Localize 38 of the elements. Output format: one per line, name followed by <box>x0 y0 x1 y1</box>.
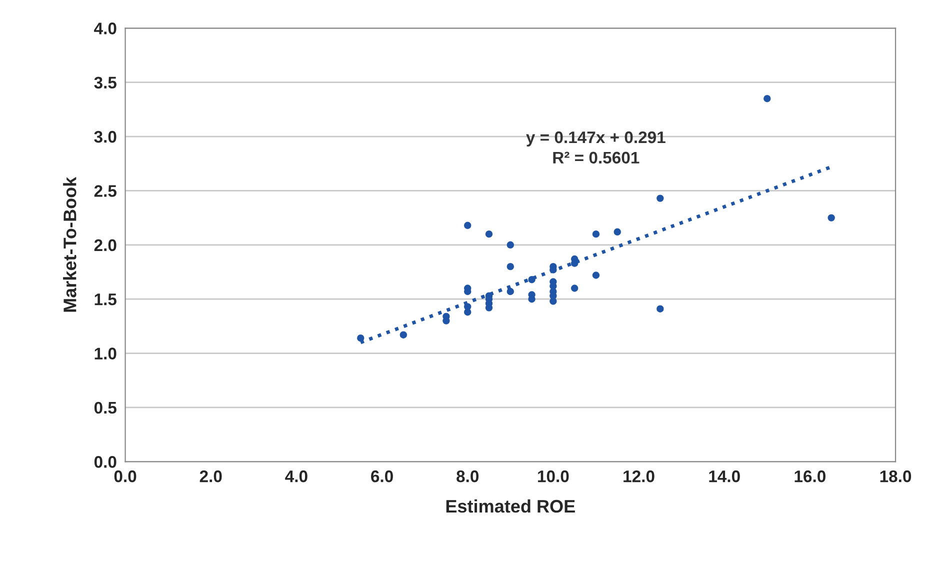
x-tick-label: 4.0 <box>285 470 308 482</box>
y-tick-label: 4.0 <box>94 22 116 34</box>
point <box>464 222 472 230</box>
point <box>592 272 600 279</box>
point <box>592 230 600 238</box>
y-tick-label: 0.5 <box>94 402 116 414</box>
y-tick-label: 1.5 <box>94 294 116 306</box>
x-tick-label: 8.0 <box>456 470 479 482</box>
x-tick-label: 2.0 <box>200 470 222 482</box>
point <box>656 194 664 202</box>
y-tick-label: 2.0 <box>94 239 116 252</box>
point <box>464 308 472 316</box>
x-axis-title: Estimated ROE <box>446 499 575 513</box>
point <box>400 331 408 338</box>
y-tick-label: 3.0 <box>94 130 116 143</box>
x-tick-label: 18.0 <box>880 470 912 482</box>
point <box>485 230 493 238</box>
point <box>570 284 578 292</box>
y-axis-title: Market-To-Book <box>63 176 76 312</box>
x-tick-label: 0.0 <box>114 470 136 482</box>
point <box>828 214 835 222</box>
x-tick-label: 14.0 <box>709 470 740 482</box>
point <box>506 262 514 270</box>
y-tick-label: 2.5 <box>94 185 116 197</box>
point <box>764 94 771 102</box>
x-tick-label: 16.0 <box>794 470 826 482</box>
y-tick-label: 0.0 <box>94 456 116 468</box>
y-tick-label: 3.5 <box>94 76 116 89</box>
y-tick-label: 1.0 <box>94 348 116 360</box>
x-tick-label: 6.0 <box>371 470 393 482</box>
point <box>656 305 664 312</box>
point <box>614 228 621 236</box>
point <box>550 298 557 305</box>
annotation: y = 0.147x + 0.291 R² = 0.5601 <box>526 131 666 164</box>
x-tick-label: 10.0 <box>538 470 569 482</box>
x-tick-label: 12.0 <box>624 470 654 482</box>
point <box>506 288 514 296</box>
point <box>506 241 514 249</box>
